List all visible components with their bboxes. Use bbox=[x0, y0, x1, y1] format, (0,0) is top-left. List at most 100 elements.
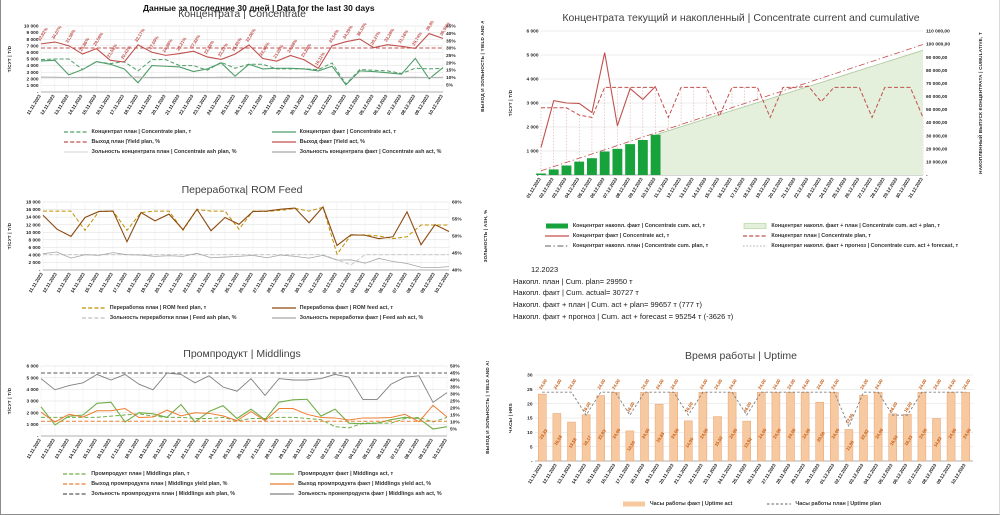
svg-text:-: - bbox=[37, 91, 39, 96]
svg-text:2 000: 2 000 bbox=[26, 76, 38, 82]
svg-text:24,00: 24,00 bbox=[641, 427, 651, 439]
series-line bbox=[40, 58, 444, 85]
svg-text:32,06%: 32,06% bbox=[245, 28, 257, 43]
svg-text:24,00: 24,00 bbox=[567, 378, 577, 390]
bar bbox=[786, 391, 795, 462]
svg-text:23,33: 23,33 bbox=[538, 428, 548, 440]
svg-text:24,00: 24,00 bbox=[947, 427, 957, 439]
svg-text:4 000: 4 000 bbox=[26, 387, 38, 393]
bar bbox=[650, 134, 661, 175]
svg-text:Т/СУТ | T/D: Т/СУТ | T/D bbox=[508, 89, 513, 116]
svg-text:8 000: 8 000 bbox=[26, 37, 38, 43]
svg-text:24,00: 24,00 bbox=[669, 378, 679, 390]
panel-rom-feed: Переработка| ROM Feed 18 000 16 000 14 000… bbox=[3, 184, 501, 322]
svg-text:24,00: 24,00 bbox=[655, 378, 665, 390]
chart-title-cumulative: Концентрата текущий и накопленный | Conc… bbox=[562, 12, 920, 24]
svg-text:24,00: 24,00 bbox=[859, 378, 869, 390]
legend-label: Зольность промепродукта факт | Middlings… bbox=[298, 491, 442, 497]
svg-text:3 000: 3 000 bbox=[26, 70, 38, 76]
bar bbox=[625, 430, 635, 462]
chart-title-rom-feed: Переработка| ROM Feed bbox=[181, 184, 303, 196]
bar bbox=[917, 391, 927, 462]
legend-swatch-icon bbox=[63, 493, 88, 495]
svg-text:ЧАСЫ | HRS: ЧАСЫ | HRS bbox=[508, 403, 513, 433]
legend-label: Зольность промпродукта план | Middlings … bbox=[91, 491, 236, 497]
svg-text:6 000: 6 000 bbox=[28, 245, 40, 251]
svg-text:20: 20 bbox=[527, 401, 533, 407]
svg-text:15%: 15% bbox=[450, 413, 460, 419]
summary-line: Накопл. план | Cum. plan= 29950 т bbox=[513, 276, 633, 286]
svg-text:10.12.2023: 10.12.2023 bbox=[431, 438, 448, 461]
svg-text:20%: 20% bbox=[450, 406, 460, 412]
legend-label: Концентрат план | Concentrate plan, т bbox=[91, 129, 192, 135]
svg-text:24,00: 24,00 bbox=[830, 427, 840, 439]
svg-text:55%: 55% bbox=[452, 217, 462, 223]
bar bbox=[552, 413, 562, 462]
rom-feed-legend: Переработка план | ROM feed plan, т Перер… bbox=[3, 304, 501, 322]
legend-label: Зольность переработки план | Feed ash pl… bbox=[109, 315, 237, 321]
legend-label: Концентрат накопл. факт | Concentrate cu… bbox=[572, 223, 706, 229]
svg-text:16,00: 16,00 bbox=[903, 401, 913, 413]
legend-item: Концентрат план | Concentrate plan, т bbox=[742, 232, 958, 240]
panel-concentrate-cumulative: Концентрата текущий и накопленный | Conc… bbox=[505, 12, 997, 322]
bar bbox=[669, 391, 678, 462]
series-line bbox=[655, 49, 924, 136]
svg-text:31,56%: 31,56% bbox=[64, 28, 76, 43]
svg-text:31,16%: 31,16% bbox=[397, 29, 409, 44]
bar bbox=[757, 391, 766, 462]
bar bbox=[536, 173, 546, 175]
legend-label: Переработка план | ROM feed plan, т bbox=[109, 305, 207, 311]
svg-text:40%: 40% bbox=[452, 268, 462, 274]
series-line bbox=[40, 76, 444, 79]
svg-text:34,29%: 34,29% bbox=[342, 24, 354, 39]
chart-title-concentrate: Концентрата | Concentrate bbox=[178, 8, 306, 20]
summary-line: Накопл. факт + план | Cum. act + plan= 9… bbox=[513, 299, 702, 309]
legend-item: Зольность промепродукта факт | Middlings… bbox=[269, 490, 442, 498]
svg-text:1 000: 1 000 bbox=[26, 83, 38, 89]
summary-line: Накопл. факт | Cum. actual= 30727 т bbox=[513, 288, 639, 298]
svg-text:13,92: 13,92 bbox=[743, 436, 753, 448]
bar bbox=[888, 413, 897, 462]
svg-text:50%: 50% bbox=[450, 364, 460, 370]
svg-text:24,00: 24,00 bbox=[874, 378, 884, 390]
svg-text:24,00: 24,00 bbox=[670, 427, 680, 439]
series-line bbox=[540, 52, 656, 148]
svg-text:Т/СУТ | T/D: Т/СУТ | T/D bbox=[7, 387, 12, 414]
legend-swatch-icon bbox=[544, 245, 569, 247]
legend-label: Выход факт |Yield act, % bbox=[299, 139, 365, 145]
panel-middlings: Промпродукт | Middlings 6 000 5 000 4 000 3… bbox=[3, 348, 501, 498]
legend-swatch-icon bbox=[63, 483, 88, 485]
bar bbox=[859, 395, 868, 462]
svg-text:40 000,00: 40 000,00 bbox=[926, 120, 948, 126]
bar bbox=[727, 391, 737, 462]
bar bbox=[961, 391, 970, 462]
svg-text:18 000: 18 000 bbox=[26, 200, 41, 206]
svg-text:3 000: 3 000 bbox=[26, 399, 38, 405]
concentrate-chart: 10 000 9 000 8 000 7 000 6 000 5 000 4 000 3 00… bbox=[3, 21, 501, 127]
svg-text:60%: 60% bbox=[452, 200, 462, 206]
svg-text:24,00: 24,00 bbox=[815, 378, 825, 390]
legend-swatch-icon bbox=[63, 473, 88, 475]
svg-text:16,00: 16,00 bbox=[582, 401, 592, 413]
series-line bbox=[540, 44, 924, 172]
svg-text:3 000: 3 000 bbox=[526, 101, 538, 107]
bar bbox=[844, 429, 854, 462]
legend-label: Часы работы факт | Uptime act bbox=[649, 501, 733, 507]
svg-text:24,00: 24,00 bbox=[932, 378, 942, 390]
svg-text:24,00: 24,00 bbox=[757, 378, 767, 390]
legend-label: Зольность концентрата факт | Concentrate… bbox=[299, 149, 442, 155]
svg-text:90 000,00: 90 000,00 bbox=[926, 55, 948, 61]
svg-text:20,50: 20,50 bbox=[816, 430, 826, 442]
svg-text:24,00: 24,00 bbox=[611, 427, 621, 439]
bar bbox=[946, 391, 956, 462]
svg-text:20 000,00: 20 000,00 bbox=[926, 146, 948, 152]
svg-text:24,00: 24,00 bbox=[961, 378, 971, 390]
series-line bbox=[40, 57, 444, 86]
legend-item: Выход факт |Yield act, % bbox=[271, 138, 442, 146]
svg-text:24,00: 24,00 bbox=[713, 378, 723, 390]
legend-swatch-icon bbox=[271, 307, 296, 309]
legend-item: Концентрат план | Concentrate plan, т bbox=[63, 128, 237, 136]
legend-swatch-icon bbox=[63, 151, 88, 153]
concentrate-legend: Концентрат план | Concentrate plan, т Кон… bbox=[3, 128, 501, 156]
